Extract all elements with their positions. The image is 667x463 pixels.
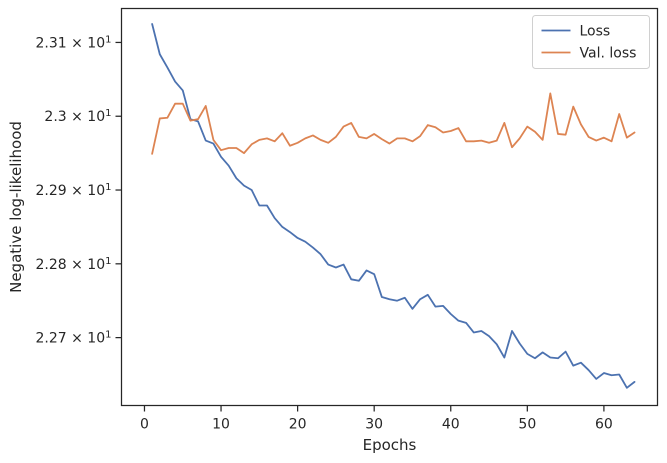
- y-tick-label: 2.28 × 101: [36, 255, 112, 273]
- y-tick-label: 2.3 × 101: [44, 108, 111, 126]
- x-tick-label: 40: [442, 417, 460, 433]
- x-tick-label: 50: [518, 417, 536, 433]
- series-line-val-loss: [151, 92, 636, 155]
- x-axis-title: Epochs: [363, 436, 417, 454]
- x-tick-label: 60: [595, 417, 613, 433]
- legend-label-loss: Loss: [580, 24, 611, 40]
- series-line-loss: [151, 23, 636, 389]
- legend: Loss Val. loss: [532, 15, 650, 69]
- x-tick-label: 20: [289, 417, 307, 433]
- axes-frame: [120, 7, 659, 407]
- y-axis-title: Negative log-likelihood: [7, 121, 25, 293]
- x-tick-label: 30: [365, 417, 383, 433]
- y-tick-label: 2.31 × 101: [36, 34, 112, 52]
- legend-box: [532, 15, 650, 69]
- y-tick-label: 2.29 × 101: [36, 182, 112, 200]
- x-tick-label: 10: [212, 417, 230, 433]
- x-tick-label: 0: [140, 417, 149, 433]
- legend-label-val-loss: Val. loss: [580, 46, 637, 62]
- y-tick-label: 2.27 × 101: [36, 329, 112, 347]
